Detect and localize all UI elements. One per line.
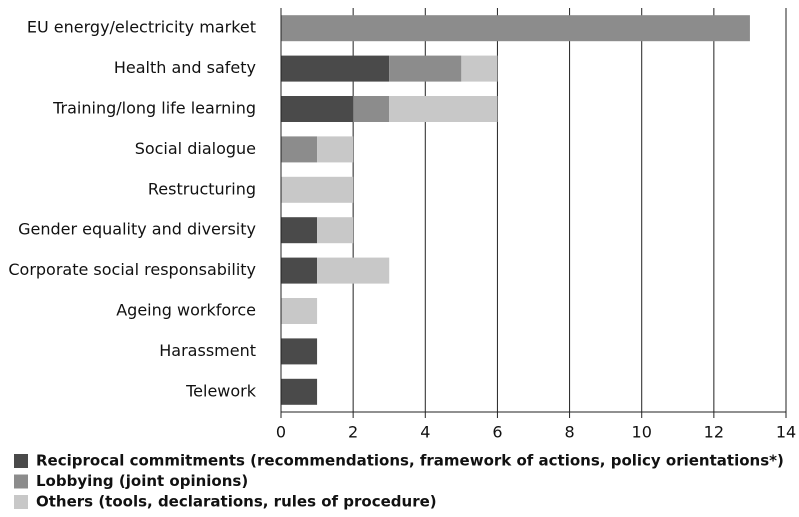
y-tick-label: Ageing workforce <box>116 301 256 320</box>
legend-text: Reciprocal commitments (recommendations,… <box>36 452 784 470</box>
x-tick-label: 0 <box>276 423 286 442</box>
bar-segment <box>281 298 318 324</box>
y-tick-label: Health and safety <box>114 58 256 77</box>
bar-segment <box>281 338 318 365</box>
bar-segment <box>281 176 354 203</box>
y-tick-label: Gender equality and diversity <box>18 220 256 239</box>
x-tick-label: 6 <box>492 423 502 442</box>
bar-segment <box>281 136 318 163</box>
y-tick-label: Harassment <box>159 341 256 360</box>
bar-segment <box>389 55 462 82</box>
legend-text: Lobbying (joint opinions) <box>36 472 248 490</box>
x-tick-label: 12 <box>704 423 724 442</box>
bar-segment <box>317 217 354 244</box>
bar-segment <box>461 55 498 82</box>
bar-segment <box>281 257 318 284</box>
bar-segment <box>281 217 318 244</box>
y-tick-label: Telework <box>185 381 257 400</box>
y-tick-label: Corporate social responsability <box>8 260 256 279</box>
y-tick-label: EU energy/electricity market <box>27 18 256 37</box>
bar-segment <box>353 96 390 122</box>
bar-segment <box>317 257 390 284</box>
legend-text: Others (tools, declarations, rules of pr… <box>36 493 437 511</box>
legend-swatch <box>14 474 28 489</box>
bar-segment <box>317 136 354 163</box>
bar-segment <box>281 378 318 405</box>
bar-segment <box>281 96 354 122</box>
x-tick-label: 8 <box>564 423 574 442</box>
y-tick-label: Social dialogue <box>135 139 256 158</box>
legend-swatch <box>14 454 28 468</box>
x-tick-label: 10 <box>632 423 652 442</box>
y-tick-label: Training/long life learning <box>52 99 256 118</box>
bar-segment <box>389 96 498 122</box>
legend-swatch <box>14 495 28 509</box>
y-tick-label: Restructuring <box>148 179 256 198</box>
x-tick-label: 2 <box>348 423 358 442</box>
x-tick-label: 14 <box>776 423 796 442</box>
bar-segment <box>281 15 750 42</box>
x-tick-label: 4 <box>420 423 430 442</box>
bar-segment <box>281 55 390 82</box>
